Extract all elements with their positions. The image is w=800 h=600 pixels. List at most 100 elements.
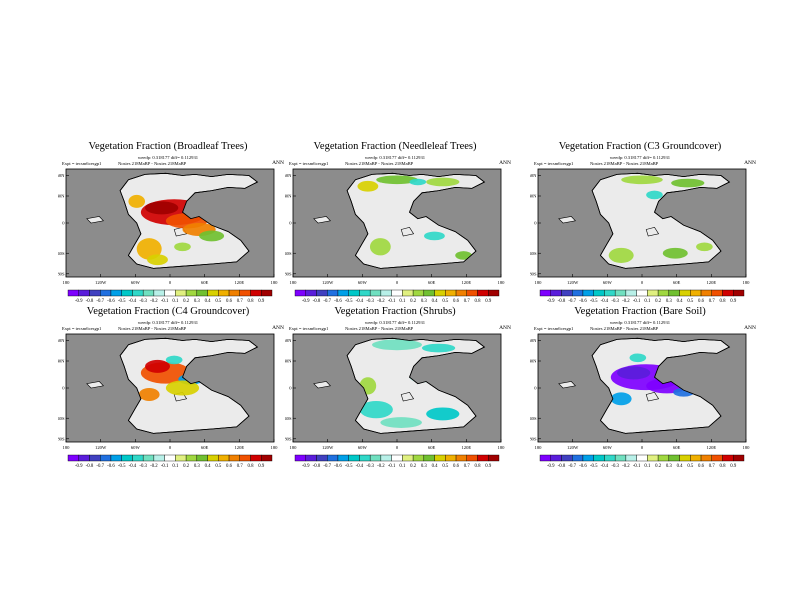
colorbar-swatch xyxy=(67,289,79,297)
colorbar-swatch xyxy=(572,454,584,462)
colorbar-swatch xyxy=(294,454,306,462)
colorbar-label: -0.1 xyxy=(633,299,641,304)
lat-label: 40S xyxy=(285,251,292,256)
colorbar-label: 0.5 xyxy=(442,299,449,304)
colorbar-swatch xyxy=(572,289,584,297)
lat-label: 80S xyxy=(58,271,65,276)
map: 60N40N040S80S180120W60W060E120E180-0.9-0… xyxy=(530,333,750,469)
lat-label: 60N xyxy=(530,173,537,178)
colorbar-swatch xyxy=(175,289,187,297)
lat-label: 40N xyxy=(530,359,537,364)
colorbar-label: 0.7 xyxy=(464,464,471,469)
colorbar-label: 0.2 xyxy=(183,464,190,469)
coastline xyxy=(346,172,486,269)
colorbar-label: 0.9 xyxy=(485,464,492,469)
lon-label: 180 xyxy=(271,280,279,285)
lat-label: 80S xyxy=(285,436,292,441)
colorbar-label: 0.5 xyxy=(215,464,222,469)
colorbar-swatch xyxy=(625,289,637,297)
field-patch xyxy=(357,180,379,192)
colorbar-label: 0.6 xyxy=(698,464,705,469)
colorbar-label: -0.5 xyxy=(590,464,598,469)
field-patch xyxy=(165,355,183,365)
colorbar-label: -0.5 xyxy=(590,299,598,304)
colorbar-swatch xyxy=(488,454,500,462)
panel-stats: weedp: 0.318177 diff= 0.112931 xyxy=(609,155,671,160)
field-patch xyxy=(617,366,651,380)
island xyxy=(313,216,332,224)
panel-expt: Expt = tecsm6cesgp1 xyxy=(289,326,329,331)
colorbar-label: 0.8 xyxy=(248,299,255,304)
lon-label: 180 xyxy=(498,280,506,285)
colorbar-label: -0.3 xyxy=(611,464,619,469)
island xyxy=(313,381,332,389)
colorbar-label: 0.5 xyxy=(687,299,694,304)
colorbar-label: 0.9 xyxy=(258,299,265,304)
lat-label: 0 xyxy=(62,221,65,226)
colorbar-label: 0.5 xyxy=(442,464,449,469)
lat-label: 40S xyxy=(58,416,65,421)
colorbar-label: -0.6 xyxy=(107,464,115,469)
colorbar-swatch xyxy=(539,289,551,297)
coastline xyxy=(591,172,731,269)
colorbar-label: 0.3 xyxy=(666,464,673,469)
panel-title: Vegetation Fraction (Needleleaf Trees) xyxy=(313,141,477,152)
colorbar-label: -0.2 xyxy=(377,464,385,469)
lon-label: 120E xyxy=(461,445,471,450)
panel-stats: weedp: 0.318177 diff= 0.112931 xyxy=(364,320,426,325)
colorbar-label: -0.4 xyxy=(129,299,137,304)
map: 60N40N040S80S180120W60W060E120E180-0.9-0… xyxy=(58,168,279,304)
lon-label: 120W xyxy=(322,280,334,285)
colorbar-label: -0.8 xyxy=(86,464,94,469)
colorbar-swatch xyxy=(164,454,176,462)
colorbar-swatch xyxy=(445,289,457,297)
colorbar-swatch xyxy=(239,454,251,462)
panel-names: Nosies 218MaBP - Nosies 218MaBP xyxy=(118,161,187,166)
lat-label: 0 xyxy=(289,386,292,391)
colorbar-swatch xyxy=(110,289,122,297)
panel-names: Nosies 218MaBP - Nosies 218MaBP xyxy=(345,326,414,331)
colorbar-label: 0.9 xyxy=(730,299,737,304)
colorbar-swatch xyxy=(445,454,457,462)
colorbar-label: 0.3 xyxy=(194,299,201,304)
lon-label: 180 xyxy=(498,445,506,450)
colorbar-swatch xyxy=(550,289,562,297)
colorbar-label: 0.6 xyxy=(453,464,460,469)
colorbar-swatch xyxy=(412,289,425,297)
colorbar-swatch xyxy=(477,289,489,297)
colorbar-label: -0.5 xyxy=(345,464,353,469)
colorbar-swatch xyxy=(121,289,133,297)
colorbar-swatch xyxy=(89,289,101,297)
colorbar-swatch xyxy=(316,454,328,462)
lon-label: 60W xyxy=(131,445,141,450)
lat-label: 60N xyxy=(58,173,65,178)
colorbar-swatch xyxy=(327,454,339,462)
lon-label: 180 xyxy=(290,280,298,285)
lat-label: 40S xyxy=(530,416,537,421)
lon-label: 180 xyxy=(290,445,298,450)
panel-title: Vegetation Fraction (Bare Soil) xyxy=(574,306,706,317)
lon-label: 60E xyxy=(201,280,209,285)
field-patch xyxy=(145,359,170,373)
colorbar-swatch xyxy=(466,289,478,297)
colorbar-label: 0.2 xyxy=(655,464,662,469)
lon-label: 60W xyxy=(603,280,613,285)
lon-label: 0 xyxy=(169,280,172,285)
colorbar-swatch xyxy=(402,454,414,462)
colorbar-label: -0.7 xyxy=(568,464,576,469)
panel-stats: weedp: 0.318177 diff= 0.112931 xyxy=(137,320,199,325)
coastline xyxy=(346,337,486,434)
panel-expt: Expt = tecsm6cesgp1 xyxy=(62,326,102,331)
colorbar-swatch xyxy=(657,289,670,297)
lat-label: 80S xyxy=(530,271,537,276)
lat-label: 60N xyxy=(530,338,537,343)
colorbar-swatch xyxy=(228,454,240,462)
panel-names: Nosies 218MaBP - Nosies 218MaBP xyxy=(345,161,414,166)
colorbar-label: -0.7 xyxy=(96,299,104,304)
lat-label: 40N xyxy=(285,194,292,199)
colorbar-swatch xyxy=(132,454,144,462)
lon-label: 120E xyxy=(461,280,471,285)
lon-label: 0 xyxy=(396,280,399,285)
map: 60N40N040S80S180120W60W060E120E180-0.9-0… xyxy=(285,333,506,469)
colorbar-swatch xyxy=(391,289,403,297)
